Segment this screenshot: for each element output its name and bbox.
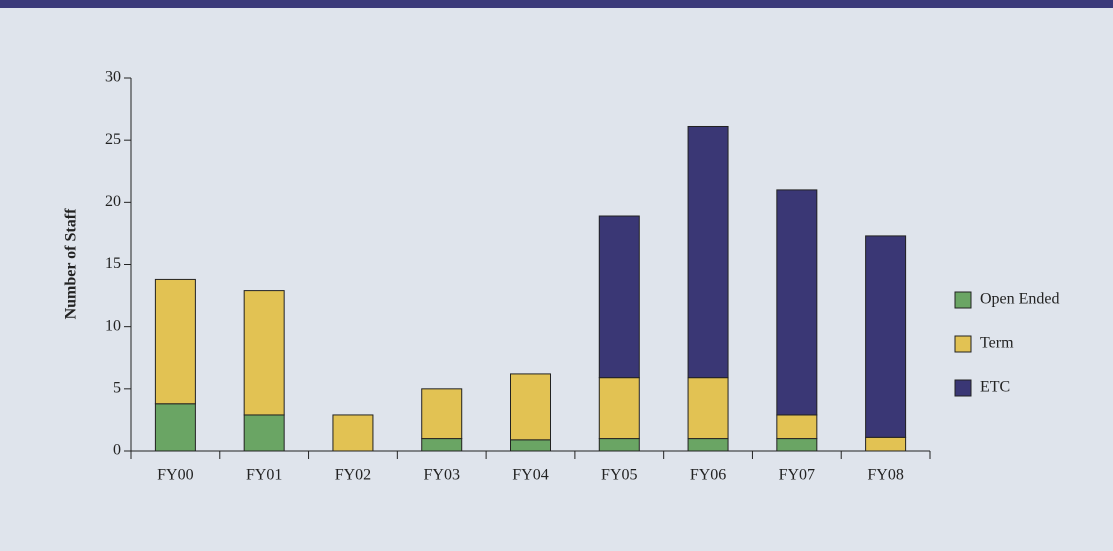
bar-segment (865, 436, 907, 452)
x-tick-label: FY07 (779, 467, 815, 484)
legend-label: Term (980, 335, 1014, 352)
x-tick-label: FY05 (601, 467, 637, 484)
y-tick-label: 30 (105, 69, 121, 86)
bar-segment (510, 439, 551, 452)
bar-segment (243, 414, 285, 452)
y-tick-label: 20 (105, 193, 121, 210)
bar-segment (154, 278, 196, 405)
header-bar (0, 0, 1113, 8)
bar-segment (865, 235, 907, 438)
bar-segment (421, 438, 463, 452)
x-tick-label: FY01 (246, 467, 282, 484)
y-axis-label: Number of Staff (63, 208, 80, 319)
bar-segment (687, 438, 729, 452)
bar-segment (598, 215, 640, 379)
bar-segment (243, 290, 285, 416)
x-tick-label: FY00 (157, 467, 193, 484)
x-tick-label: FY06 (690, 467, 726, 484)
y-tick-label: 10 (105, 317, 121, 334)
y-tick-label: 0 (113, 442, 121, 459)
bar-segment (687, 125, 729, 379)
legend-swatch (954, 291, 972, 309)
bar-segment (421, 388, 463, 440)
legend-swatch (954, 379, 972, 397)
legend-label: ETC (980, 379, 1010, 396)
bar-segment (776, 414, 818, 440)
y-tick-label: 15 (105, 255, 121, 272)
bar-segment (776, 438, 818, 452)
bar-segment (510, 373, 551, 441)
bar-segment (154, 403, 196, 452)
bar-segment (332, 414, 374, 452)
y-tick-label: 5 (113, 380, 121, 397)
bar-segment (687, 377, 729, 440)
bar-segment (598, 438, 640, 452)
bar-segment (776, 189, 818, 416)
legend-label: Open Ended (980, 291, 1060, 308)
x-tick-label: FY02 (335, 467, 371, 484)
x-tick-label: FY04 (512, 467, 548, 484)
x-tick-label: FY03 (423, 467, 459, 484)
x-tick-label: FY08 (867, 467, 903, 484)
y-tick-label: 25 (105, 131, 121, 148)
bar-segment (598, 377, 640, 440)
legend-swatch (954, 335, 972, 353)
